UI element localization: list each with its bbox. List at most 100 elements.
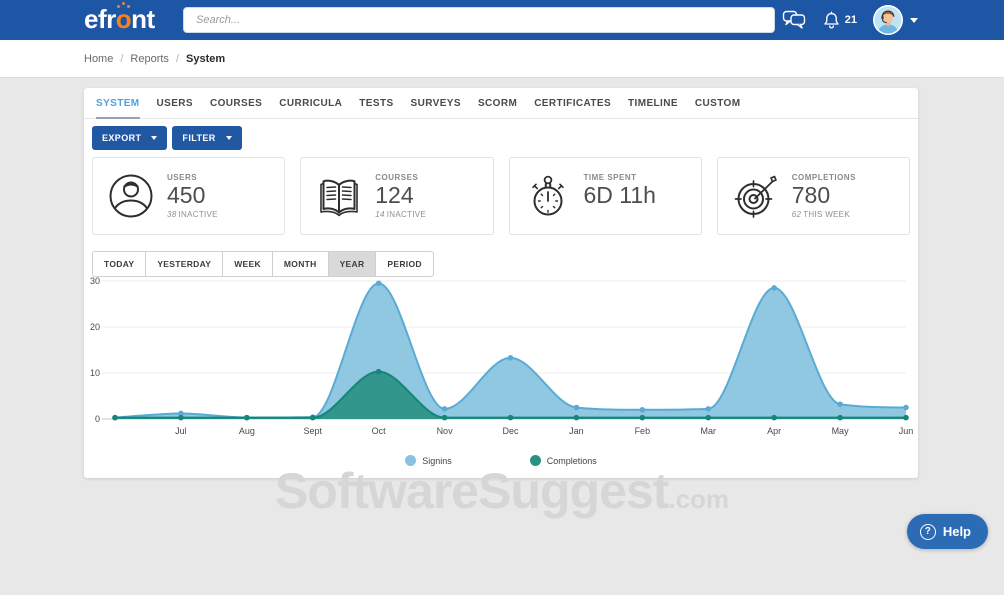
help-button-label: Help [942, 524, 971, 539]
logo-text: efr [84, 4, 116, 34]
help-button[interactable]: ? Help [906, 514, 988, 549]
x-tick-label: Jan [569, 426, 584, 436]
courses-icon [320, 179, 359, 217]
stat-card-users: USERS 450 38 INACTIVE [92, 157, 286, 235]
completions-point [903, 414, 909, 421]
users-icon [109, 174, 153, 218]
chevron-down-icon [910, 17, 918, 23]
completions-point [705, 414, 712, 421]
area-chart: 0 10 20 30 Jul Aug Sept Oct Nov Dec Jan Feb Mar Apr Ma… [90, 276, 914, 436]
tab-users[interactable]: USERS [156, 97, 193, 109]
logo-text-suffix: nt [131, 4, 155, 34]
date-range-selector: TODAY YESTERDAY WEEK MONTH YEAR PERIOD [92, 251, 434, 277]
y-tick-label: 20 [90, 322, 100, 332]
completions-point [771, 414, 777, 421]
x-tick-label: Mar [701, 426, 717, 436]
efront-logo[interactable]: efront [84, 4, 155, 35]
export-button[interactable]: EXPORT [92, 126, 168, 150]
x-tick-label: Sept [303, 426, 322, 436]
report-tabs: SYSTEM USERS COURSES CURRICULA TESTS SURVEYS S… [84, 88, 918, 119]
stat-subtext-number: 62 [791, 210, 802, 220]
stat-subtext-label: THIS WEEK [803, 210, 850, 220]
messages-button[interactable] [782, 10, 806, 30]
watermark-suffix: .com [668, 484, 730, 514]
stat-subtext-label: INACTIVE [178, 210, 218, 220]
signins-point [771, 285, 777, 291]
chevron-down-icon [225, 136, 232, 140]
breadcrumb-item-reports[interactable]: Reports [130, 52, 169, 65]
legend-item-completions[interactable]: Completions [529, 455, 597, 466]
signins-point [507, 355, 514, 361]
x-tick-label: May [832, 426, 850, 436]
legend-dot [405, 455, 417, 466]
tab-system[interactable]: SYSTEM [96, 88, 140, 119]
stat-value: 780 [791, 181, 831, 208]
y-tick-label: 10 [90, 368, 100, 378]
tab-certificates[interactable]: CERTIFICATES [534, 97, 612, 109]
x-tick-label: Nov [437, 426, 454, 436]
user-menu[interactable] [873, 5, 918, 35]
stat-subtext [584, 210, 656, 219]
x-tick-label: Feb [635, 426, 651, 436]
legend-dot [529, 455, 541, 466]
tab-surveys[interactable]: SURVEYS [410, 97, 461, 109]
chart-legend: Signins Completions [84, 455, 918, 466]
range-button-month[interactable]: MONTH [272, 251, 329, 277]
search-input[interactable] [183, 7, 775, 33]
tab-timeline[interactable]: TIMELINE [628, 97, 678, 109]
y-tick-label: 0 [95, 414, 100, 424]
completions-point [837, 414, 843, 421]
x-tick-label: Dec [502, 426, 519, 436]
x-tick-label: Oct [372, 426, 387, 436]
completions-point [178, 414, 184, 421]
range-button-period[interactable]: PERIOD [376, 251, 434, 277]
signins-point [441, 406, 448, 412]
stat-card-courses: COURSES 124 14 INACTIVE [300, 157, 494, 235]
report-panel: SYSTEM USERS COURSES CURRICULA TESTS SURVEYS S… [84, 88, 918, 478]
chat-bubbles-icon [782, 10, 805, 29]
question-mark-icon: ? [919, 523, 936, 540]
breadcrumb-separator: / [175, 52, 179, 65]
stat-subtext: 14 INACTIVE [375, 210, 426, 219]
breadcrumb: Home / Reports / System [0, 40, 1004, 78]
tab-custom[interactable]: CUSTOM [694, 97, 741, 109]
stat-label: USERS [167, 172, 198, 182]
stat-subtext-label: INACTIVE [386, 210, 427, 220]
stat-subtext: 62 THIS WEEK [792, 210, 856, 219]
legend-item-signins[interactable]: Signins [405, 455, 452, 466]
x-tick-label: Jun [899, 426, 914, 436]
stopwatch-icon [531, 175, 564, 216]
avatar [874, 6, 902, 34]
signins-point [639, 407, 646, 413]
filter-button[interactable]: FILTER [172, 126, 242, 150]
range-button-year[interactable]: YEAR [328, 251, 377, 277]
breadcrumb-separator: / [120, 52, 124, 65]
stat-value: 450 [167, 181, 206, 208]
tab-courses[interactable]: COURSES [209, 97, 263, 109]
stat-value: 124 [375, 181, 414, 208]
export-button-label: EXPORT [102, 133, 142, 143]
stat-subtext-number: 38 [167, 210, 177, 220]
signins-point [903, 404, 909, 411]
signins-point [375, 280, 382, 287]
range-button-today[interactable]: TODAY [92, 251, 147, 277]
filter-button-label: FILTER [182, 133, 216, 143]
stat-subtext: 38 INACTIVE [167, 210, 218, 219]
legend-label: Signins [422, 455, 452, 466]
tab-tests[interactable]: TESTS [359, 97, 394, 109]
signins-area [115, 283, 906, 419]
stat-card-completions: COMPLETIONS 780 62 THIS WEEK [716, 157, 910, 235]
tab-scorm[interactable]: SCORM [477, 97, 518, 109]
top-header: efront 21 [0, 0, 1004, 40]
tab-curricula[interactable]: CURRICULA [279, 97, 343, 109]
signins-point [573, 404, 580, 411]
toolbar: EXPORT FILTER [92, 126, 918, 150]
breadcrumb-item-home[interactable]: Home [84, 52, 114, 65]
range-button-yesterday[interactable]: YESTERDAY [146, 251, 224, 277]
notification-count: 21 [844, 14, 857, 26]
range-button-week[interactable]: WEEK [223, 251, 273, 277]
completions-point [244, 414, 250, 421]
breadcrumb-item-system: System [186, 52, 226, 65]
notifications-button[interactable]: 21 [822, 10, 857, 30]
legend-label: Completions [546, 455, 597, 466]
